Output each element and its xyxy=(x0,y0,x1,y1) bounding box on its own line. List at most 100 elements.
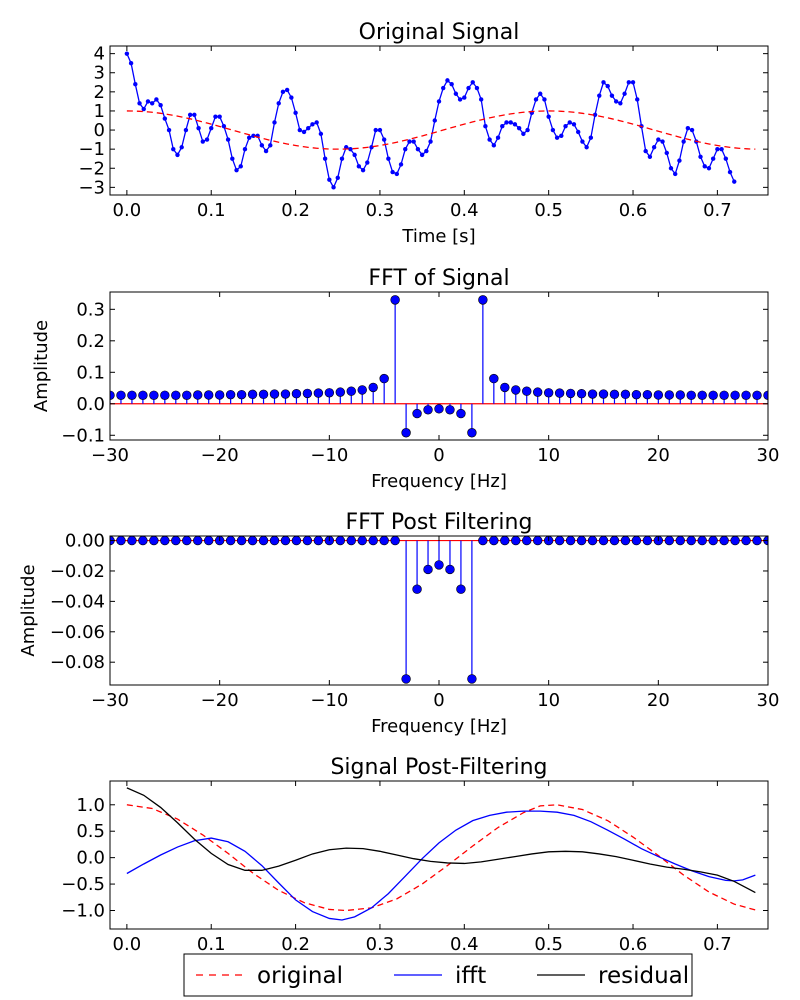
stem-marker xyxy=(149,536,159,546)
data-point xyxy=(246,135,252,140)
chart-4: 0.0 0.1 0.2 0.3 0.4 0.5 0.6 0.7 −1.0 −0.5 0.0 0.5 1.… xyxy=(61,755,769,997)
data-point xyxy=(419,152,425,158)
stem-marker xyxy=(116,536,126,546)
stem-marker xyxy=(357,536,367,546)
stem-marker xyxy=(697,536,707,546)
x-tick-label: 30 xyxy=(757,690,780,711)
stem-marker xyxy=(247,536,258,546)
data-point xyxy=(689,127,695,133)
stem-marker xyxy=(225,389,236,400)
stem-marker xyxy=(741,390,751,400)
x-tick-label: 0.1 xyxy=(197,200,226,221)
data-point xyxy=(175,152,180,158)
series-line-original xyxy=(126,804,756,912)
stem-marker xyxy=(576,536,587,546)
x-tick-label: 0.3 xyxy=(366,200,395,221)
y-tick-label: −1.0 xyxy=(61,901,105,922)
data-point xyxy=(217,114,222,119)
x-tick-label: −20 xyxy=(201,690,239,711)
data-point xyxy=(495,135,501,140)
y-tick-label: 4 xyxy=(94,44,105,65)
x-tick-label: 0 xyxy=(433,690,444,711)
stem-marker xyxy=(522,536,532,546)
stem-marker xyxy=(280,536,291,546)
stem-marker xyxy=(620,536,631,546)
data-point xyxy=(474,85,480,91)
data-point xyxy=(310,122,315,127)
y-tick-label: −0.06 xyxy=(50,622,105,643)
data-point xyxy=(171,146,176,152)
stem-marker xyxy=(489,373,499,384)
data-point xyxy=(289,95,294,100)
y-tick-label: −0.02 xyxy=(50,561,105,582)
stem-marker xyxy=(609,389,620,400)
data-point xyxy=(154,97,159,102)
data-point xyxy=(327,177,332,182)
data-point xyxy=(386,156,391,161)
data-point xyxy=(449,82,454,87)
data-point xyxy=(204,137,210,142)
stem-marker xyxy=(346,386,356,396)
x-tick-label: 0.7 xyxy=(703,934,732,955)
data-point xyxy=(719,146,724,152)
stem-marker xyxy=(456,584,466,594)
data-point xyxy=(546,114,551,119)
data-point xyxy=(213,114,218,119)
data-point xyxy=(567,120,572,125)
stem-marker xyxy=(752,536,762,546)
data-point xyxy=(441,85,446,91)
data-point xyxy=(398,162,404,167)
data-point xyxy=(268,143,273,148)
y-tick-label: −0.5 xyxy=(61,874,105,895)
chart-title: FFT of Signal xyxy=(368,266,509,291)
stem-marker xyxy=(335,536,345,546)
y-tick-label: −3 xyxy=(78,177,105,198)
stem-marker xyxy=(390,536,400,546)
data-point xyxy=(626,80,632,85)
plot-area xyxy=(126,787,756,921)
data-point xyxy=(322,156,328,161)
data-point xyxy=(710,156,716,161)
stem-marker xyxy=(565,536,576,546)
stem-marker xyxy=(511,536,521,546)
data-point xyxy=(512,122,518,127)
data-point xyxy=(508,120,513,125)
x-axis-label: Frequency [Hz] xyxy=(371,716,507,737)
data-point xyxy=(187,112,193,117)
data-point xyxy=(563,124,568,129)
data-point xyxy=(196,125,201,131)
data-point xyxy=(609,93,615,98)
stem-marker xyxy=(730,390,740,400)
data-point xyxy=(516,125,522,131)
stem-marker xyxy=(116,390,126,400)
stem-marker xyxy=(598,536,609,546)
legend: original ifft residual xyxy=(183,953,693,997)
stem-marker xyxy=(160,536,170,546)
y-tick-label: 2 xyxy=(94,82,105,103)
data-point xyxy=(128,60,134,66)
data-point xyxy=(453,91,459,96)
stem-marker xyxy=(587,536,598,546)
stem-marker xyxy=(511,385,521,395)
data-point xyxy=(613,99,619,104)
data-point xyxy=(673,171,678,177)
data-point xyxy=(635,97,640,102)
y-tick-label: −0.08 xyxy=(50,652,105,673)
y-tick-label: −2 xyxy=(78,158,105,179)
y-tick-label: 1.0 xyxy=(76,795,105,816)
stem-marker xyxy=(456,408,466,419)
stem-marker xyxy=(434,404,444,414)
stem-marker xyxy=(697,390,707,400)
data-point xyxy=(242,146,248,152)
data-point xyxy=(369,145,374,150)
y-axis-label: Amplitude xyxy=(18,564,39,656)
data-point xyxy=(276,101,281,106)
stem-marker xyxy=(236,536,247,546)
data-point xyxy=(559,133,564,138)
data-point xyxy=(297,127,303,133)
x-tick-label: −30 xyxy=(91,445,129,466)
data-point xyxy=(158,103,163,108)
plot-area xyxy=(124,51,756,190)
stem-marker xyxy=(401,674,411,684)
